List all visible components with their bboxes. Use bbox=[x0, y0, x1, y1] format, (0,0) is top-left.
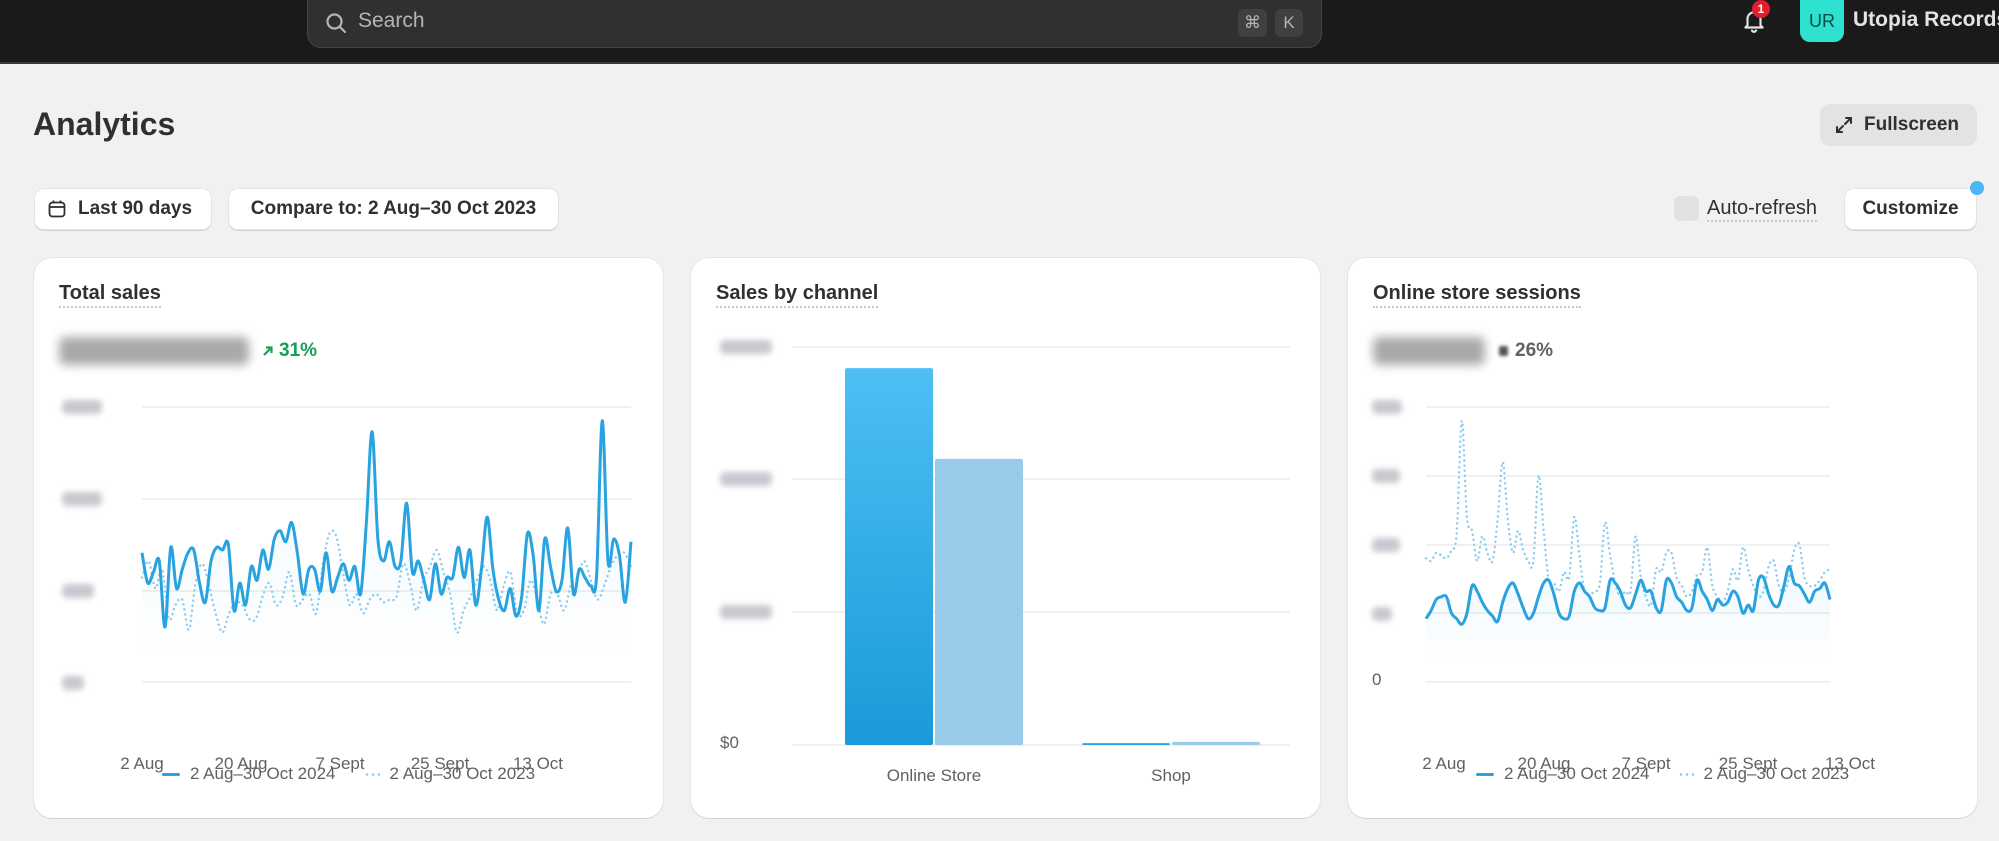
category-label: Online Store bbox=[886, 766, 982, 785]
shortcut-key-k: K bbox=[1275, 9, 1303, 37]
y-tick-redacted bbox=[1372, 607, 1392, 621]
trend-value: 31% bbox=[279, 340, 318, 361]
bar-online-store-previous bbox=[935, 458, 1023, 745]
trend-badge: 31% bbox=[263, 340, 317, 362]
total-sales-card: Total sales 31% 2 Aug 20 Aug 7 Sept 25 S… bbox=[34, 258, 663, 818]
y-tick-redacted bbox=[62, 400, 102, 414]
expand-icon bbox=[1836, 117, 1852, 133]
calendar-icon bbox=[48, 200, 66, 218]
y-tick-redacted bbox=[720, 472, 772, 486]
customize-button[interactable]: Customize bbox=[1844, 188, 1977, 230]
previous-period-line bbox=[140, 529, 633, 634]
search-icon bbox=[326, 13, 347, 34]
x-tick: 20 Aug bbox=[1517, 754, 1571, 773]
shortcut-key-cmd: ⌘ bbox=[1238, 9, 1267, 37]
y-tick-redacted bbox=[1372, 400, 1402, 414]
trend-badge: 26% bbox=[1499, 340, 1553, 362]
fullscreen-label: Fullscreen bbox=[1864, 114, 1960, 135]
y-tick-redacted bbox=[720, 605, 772, 619]
x-tick: 13 Oct bbox=[512, 754, 564, 773]
avatar[interactable]: UR bbox=[1800, 0, 1844, 42]
metric-row: 26% bbox=[1373, 334, 1553, 368]
auto-refresh-checkbox[interactable] bbox=[1674, 196, 1699, 221]
metric-row: 31% bbox=[59, 334, 317, 368]
solid-line-swatch bbox=[1475, 772, 1494, 776]
x-tick: 7 Sept bbox=[315, 754, 365, 773]
x-tick: 7 Sept bbox=[1621, 754, 1671, 773]
card-title[interactable]: Total sales bbox=[59, 280, 161, 308]
legend-label: 2 Aug–30 Oct 2023 bbox=[1703, 764, 1850, 783]
legend-item-current[interactable]: 2 Aug–30 Oct 2024 bbox=[1475, 764, 1650, 784]
card-title[interactable]: Sales by channel bbox=[716, 280, 879, 308]
legend-label: 2 Aug–30 Oct 2023 bbox=[389, 764, 536, 783]
bar-shop-current bbox=[1082, 743, 1170, 745]
category-label: Shop bbox=[1151, 766, 1191, 785]
search-input[interactable]: Search ⌘ K bbox=[307, 0, 1322, 48]
notification-dot bbox=[1970, 181, 1984, 195]
dotted-line-swatch bbox=[363, 772, 380, 776]
x-tick: 2 Aug bbox=[1422, 754, 1466, 773]
card-title[interactable]: Online store sessions bbox=[1373, 280, 1581, 308]
chart-legend: 2 Aug–30 Oct 2024 2 Aug–30 Oct 2023 bbox=[34, 764, 663, 784]
sessions-line-chart[interactable] bbox=[1348, 258, 1977, 758]
dotted-line-swatch bbox=[1677, 772, 1694, 776]
fullscreen-button[interactable]: Fullscreen bbox=[1820, 104, 1977, 146]
date-range-label: Last 90 days bbox=[78, 198, 193, 219]
x-tick: 13 Oct bbox=[1824, 754, 1876, 773]
y-tick: $0 bbox=[720, 733, 739, 752]
notification-badge: 1 bbox=[1752, 0, 1770, 18]
legend-label: 2 Aug–30 Oct 2024 bbox=[189, 764, 336, 783]
x-tick: 25 Sept bbox=[410, 754, 470, 773]
trend-arrow-icon bbox=[1499, 346, 1508, 356]
x-axis-labels: 2 Aug 20 Aug 7 Sept 25 Sept 13 Oct bbox=[1348, 754, 1977, 778]
top-bar: Search ⌘ K 1 UR Utopia Records bbox=[0, 0, 1999, 64]
sales-by-channel-card: Sales by channel $0 Online Store Shop bbox=[691, 258, 1320, 818]
online-store-sessions-card: Online store sessions 26% 0 2 Aug 20 Aug… bbox=[1348, 258, 1977, 818]
bar-shop-previous bbox=[1172, 741, 1260, 745]
y-tick-redacted bbox=[62, 676, 84, 690]
compare-button[interactable]: Compare to: 2 Aug–30 Oct 2023 bbox=[228, 188, 559, 230]
y-tick-redacted bbox=[62, 584, 94, 598]
x-tick: 25 Sept bbox=[1718, 754, 1778, 773]
y-tick-redacted bbox=[62, 492, 102, 506]
arrow-up-right-icon bbox=[263, 346, 273, 356]
search-placeholder: Search bbox=[358, 9, 425, 32]
sales-by-channel-bar-chart[interactable] bbox=[691, 258, 1320, 758]
total-sales-line-chart[interactable] bbox=[34, 258, 663, 758]
metric-value-redacted bbox=[59, 337, 249, 365]
y-tick-redacted bbox=[1372, 469, 1400, 483]
x-tick: 2 Aug bbox=[120, 754, 164, 773]
auto-refresh-label[interactable]: Auto-refresh bbox=[1707, 196, 1818, 222]
solid-line-swatch bbox=[161, 772, 180, 776]
x-tick: 20 Aug bbox=[214, 754, 268, 773]
legend-item-previous[interactable]: 2 Aug–30 Oct 2023 bbox=[1677, 764, 1850, 784]
y-tick: 0 bbox=[1372, 670, 1382, 689]
x-axis-labels: 2 Aug 20 Aug 7 Sept 25 Sept 13 Oct bbox=[34, 754, 663, 778]
date-range-button[interactable]: Last 90 days bbox=[34, 188, 212, 230]
chart-legend: 2 Aug–30 Oct 2024 2 Aug–30 Oct 2023 bbox=[1348, 764, 1977, 784]
trend-value: 26% bbox=[1515, 340, 1554, 361]
page-title: Analytics bbox=[33, 106, 176, 142]
current-period-line bbox=[140, 419, 633, 629]
previous-period-line bbox=[1424, 419, 1832, 608]
y-tick-redacted bbox=[1372, 538, 1400, 552]
y-tick-redacted bbox=[720, 340, 772, 354]
legend-item-current[interactable]: 2 Aug–30 Oct 2024 bbox=[161, 764, 336, 784]
legend-label: 2 Aug–30 Oct 2024 bbox=[1503, 764, 1650, 783]
legend-item-previous[interactable]: 2 Aug–30 Oct 2023 bbox=[363, 764, 536, 784]
metric-value-redacted bbox=[1373, 337, 1485, 365]
store-name[interactable]: Utopia Records bbox=[1853, 8, 1999, 31]
bar-online-store-current bbox=[845, 368, 933, 745]
current-period-line bbox=[1424, 564, 1832, 626]
